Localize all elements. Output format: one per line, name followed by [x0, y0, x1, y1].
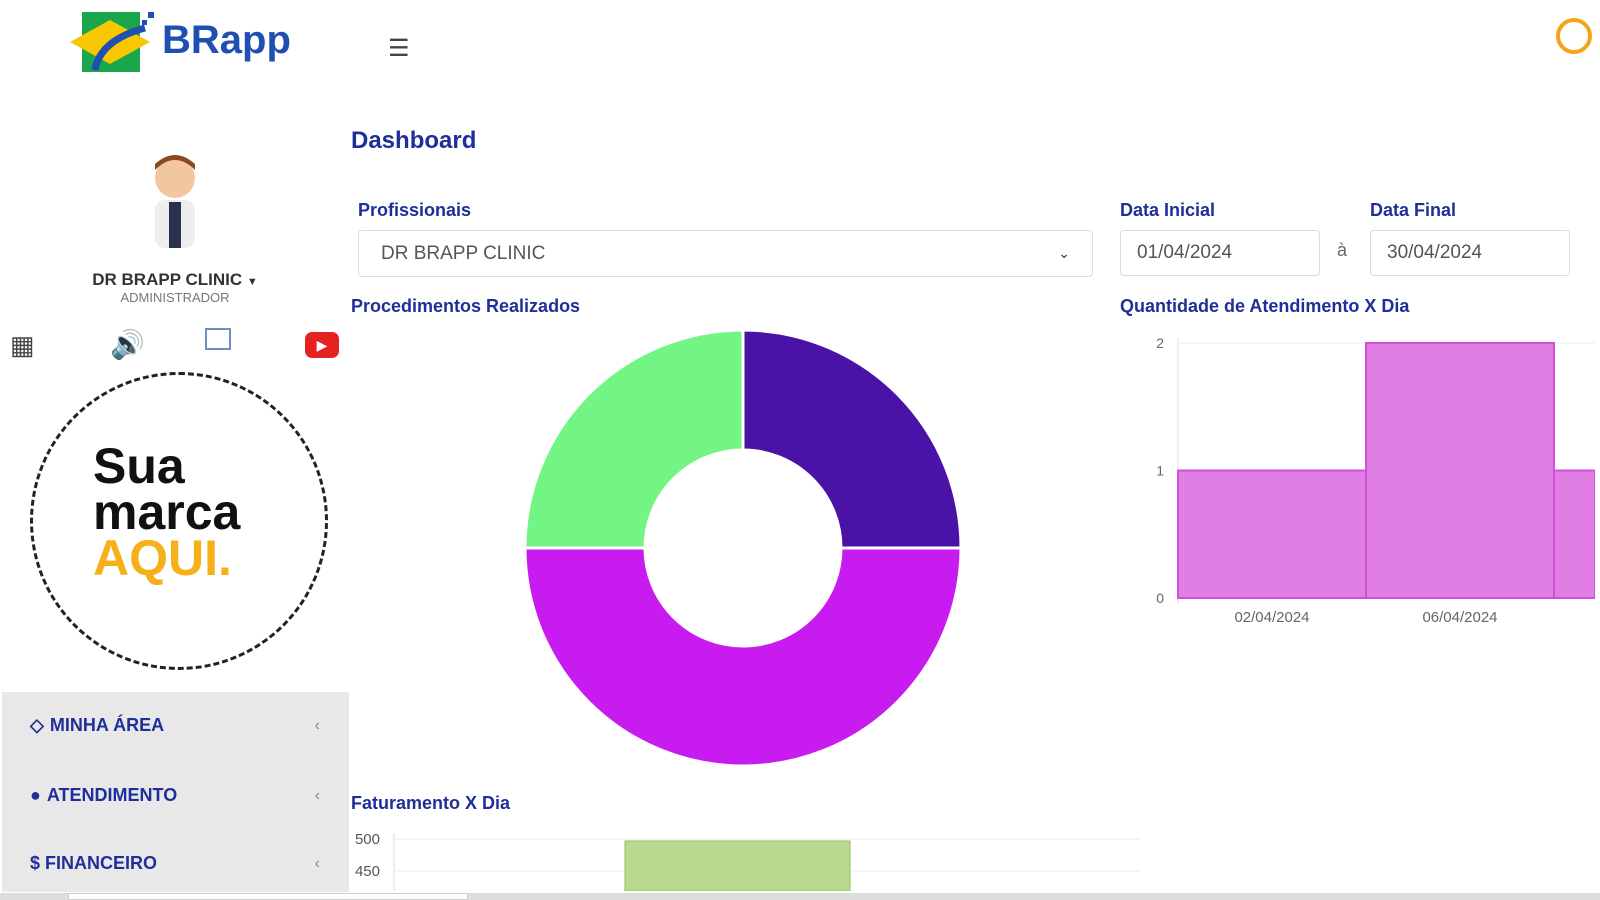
brand-line2: marca [93, 484, 241, 540]
avatar[interactable] [145, 150, 205, 250]
data-final-label: Data Final [1370, 200, 1457, 220]
faturamento-chart-title: Faturamento X Dia [351, 793, 511, 813]
qrcode-icon[interactable]: ▦ [10, 330, 35, 360]
sidebar-item-financeiro[interactable]: $ FINANCEIRO ‹ [30, 853, 330, 874]
diamond-icon: ◇ [30, 715, 44, 735]
chevron-down-icon: ⌄ [1058, 245, 1070, 261]
sidebar-menu [2, 692, 349, 892]
speaker-icon[interactable]: 🔊 [110, 329, 145, 360]
profissionais-select[interactable]: DR BRAPP CLINIC ⌄ [358, 230, 1093, 277]
x-tick-label: 06/04/2024 [1422, 609, 1497, 626]
data-final-input[interactable]: 30/04/2024 [1370, 230, 1570, 276]
data-inicial-label: Data Inicial [1120, 200, 1216, 220]
scrollbar[interactable] [0, 893, 1600, 900]
x-tick-label: 02/04/2024 [1234, 609, 1309, 626]
brand-line3: AQUI. [93, 530, 232, 586]
caret-down-icon: ▼ [246, 276, 258, 288]
brapp-logo-icon [70, 12, 154, 72]
sidebar-item-label: $ FINANCEIRO [30, 853, 158, 873]
brand-name: BRapp [162, 18, 291, 62]
bar [624, 840, 851, 891]
y-tick-label: 450 [355, 863, 380, 880]
user-name[interactable]: DR BRAPP CLINIC ▼ [92, 270, 258, 289]
donut-slice [741, 328, 963, 550]
input-value: 01/04/2024 [1137, 242, 1233, 263]
brand-placeholder: Sua marca AQUI. [30, 372, 328, 670]
procedimentos-title: Procedimentos Realizados [351, 296, 581, 316]
data-inicial-input[interactable]: 01/04/2024 [1120, 230, 1320, 276]
chevron-left-icon: ‹ [314, 786, 320, 804]
bar [1553, 469, 1595, 599]
procedimentos-donut-chart [523, 328, 963, 768]
sidebar-item-label: MINHA ÁREA [49, 715, 165, 735]
bar [1365, 342, 1555, 599]
donut-slice [523, 328, 745, 550]
y-tick-label: 2 [1156, 335, 1164, 351]
sidebar-item-minha-area[interactable]: ◇ MINHA ÁREA ‹ [30, 715, 330, 736]
date-separator: à [1337, 240, 1348, 260]
page-title: Dashboard [351, 127, 477, 154]
bar [1177, 469, 1367, 599]
logo[interactable]: BRapp [70, 10, 291, 74]
select-value: DR BRAPP CLINIC [381, 242, 546, 264]
y-tick-label: 0 [1156, 590, 1164, 606]
sidebar-item-atendimento[interactable]: ● ATENDIMENTO ‹ [30, 785, 330, 806]
chevron-left-icon: ‹ [314, 716, 320, 734]
atendimento-bar-chart: 0 1 2 02/04/2024 06/04/2024 [1156, 335, 1595, 626]
y-tick-label: 500 [355, 831, 380, 848]
clock-icon[interactable] [1556, 18, 1592, 54]
chat-icon[interactable] [205, 328, 231, 350]
atendimento-chart-title: Quantidade de Atendimento X Dia [1120, 296, 1410, 316]
y-tick-label: 1 [1156, 463, 1164, 479]
faturamento-bar-chart: 500 450 [355, 831, 1140, 891]
users-icon: ● [30, 785, 41, 805]
donut-slice [523, 546, 963, 768]
input-value: 30/04/2024 [1387, 242, 1483, 263]
hamburger-icon[interactable]: ☰ [388, 35, 410, 62]
profissionais-label: Profissionais [358, 200, 472, 220]
brand-line1: Sua [93, 438, 185, 494]
chevron-left-icon: ‹ [314, 854, 320, 872]
user-role: ADMINISTRADOR [120, 290, 230, 305]
sidebar-item-label: ATENDIMENTO [46, 785, 178, 805]
youtube-icon[interactable]: ▶ [305, 332, 339, 358]
